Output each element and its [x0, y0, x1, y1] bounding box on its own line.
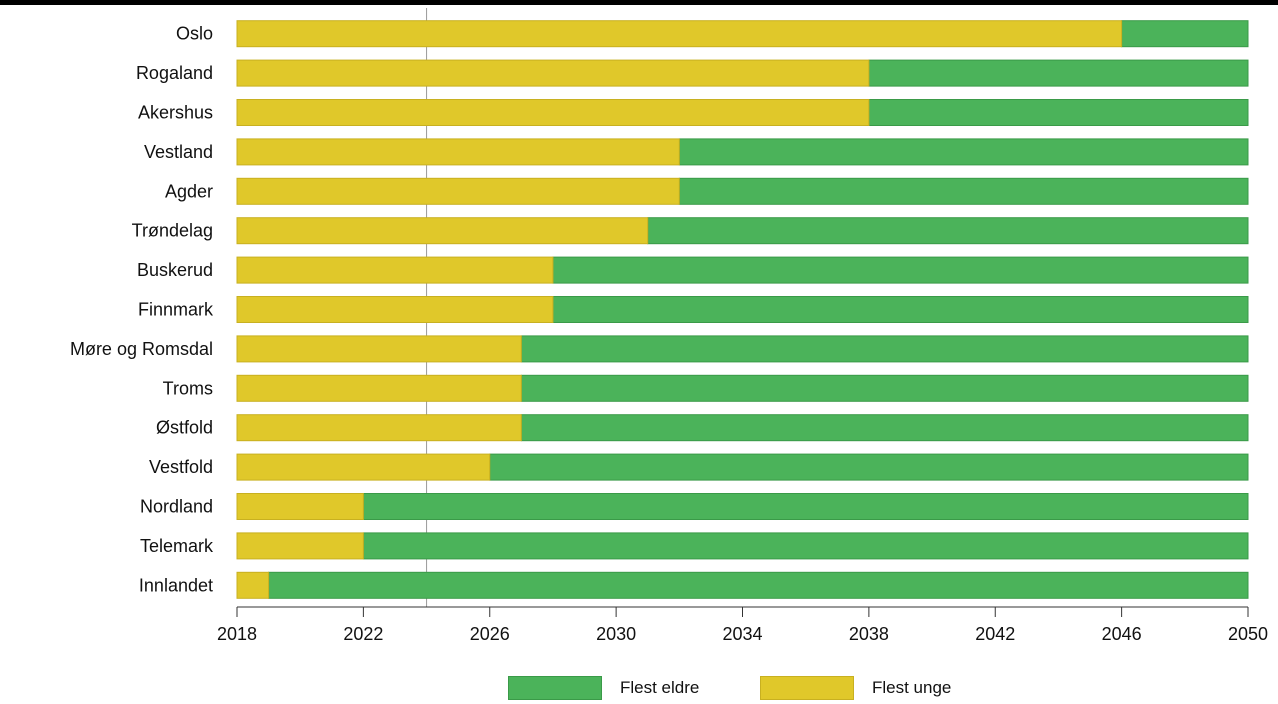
bar-flest-unge-nordland — [236, 493, 364, 520]
legend-swatch-flest-unge — [760, 676, 854, 700]
legend-swatch-flest-eldre — [508, 676, 602, 700]
bar-flest-unge-finnmark — [236, 296, 554, 323]
bar-flest-unge-agder — [236, 177, 680, 205]
bar-flest-unge-rogaland — [236, 59, 870, 87]
category-label-vestfold: Vestfold — [149, 457, 213, 477]
bar-flest-eldre-oslo — [1121, 20, 1249, 48]
bar-flest-unge-vestfold — [236, 453, 491, 481]
category-label-nordland: Nordland — [140, 497, 213, 517]
legend-item-flest-eldre: Flest eldre — [508, 676, 699, 700]
bar-flest-eldre-buskerud — [552, 256, 1249, 284]
category-label-østfold: Østfold — [156, 418, 213, 438]
x-tick-label-2030: 2030 — [596, 624, 636, 644]
bar-flest-unge-oslo — [236, 20, 1123, 48]
bar-flest-eldre-trøndelag — [647, 217, 1249, 245]
x-tick-label-2046: 2046 — [1102, 624, 1142, 644]
x-tick-label-2050: 2050 — [1228, 624, 1268, 644]
legend-label-flest-unge: Flest unge — [872, 678, 952, 697]
x-tick-label-2026: 2026 — [470, 624, 510, 644]
category-label-agder: Agder — [165, 181, 213, 201]
bar-flest-unge-telemark — [236, 532, 364, 560]
category-label-troms: Troms — [163, 378, 213, 398]
bar-flest-unge-buskerud — [236, 256, 554, 284]
category-label-finnmark: Finnmark — [138, 300, 214, 320]
category-label-trøndelag: Trøndelag — [132, 221, 213, 241]
category-label-møre-og-romsdal: Møre og Romsdal — [70, 339, 213, 359]
bar-flest-eldre-telemark — [362, 532, 1249, 560]
bar-flest-unge-innlandet — [236, 571, 270, 599]
bar-flest-eldre-nordland — [362, 493, 1249, 520]
bar-flest-unge-troms — [236, 374, 522, 402]
bar-flest-eldre-vestland — [678, 138, 1249, 166]
bar-flest-unge-trøndelag — [236, 217, 649, 245]
bar-flest-unge-møre-og-romsdal — [236, 335, 522, 363]
bar-flest-eldre-agder — [678, 177, 1249, 205]
legend-label-flest-eldre: Flest eldre — [620, 678, 700, 697]
bar-flest-unge-vestland — [236, 138, 680, 166]
bar-flest-eldre-akershus — [868, 99, 1249, 126]
bar-flest-unge-akershus — [236, 99, 870, 126]
legend-item-flest-unge: Flest unge — [760, 676, 951, 700]
category-label-vestland: Vestland — [144, 142, 213, 162]
category-label-telemark: Telemark — [140, 536, 214, 556]
bar-flest-eldre-rogaland — [868, 59, 1249, 87]
bar-flest-eldre-troms — [520, 374, 1249, 402]
legend: Flest eldre Flest unge — [0, 676, 1278, 704]
x-tick-label-2038: 2038 — [849, 624, 889, 644]
x-tick-label-2018: 2018 — [217, 624, 257, 644]
bar-flest-eldre-finnmark — [552, 296, 1249, 323]
bar-flest-eldre-vestfold — [489, 453, 1249, 481]
x-tick-label-2042: 2042 — [975, 624, 1015, 644]
category-label-innlandet: Innlandet — [139, 575, 213, 595]
bar-flest-eldre-innlandet — [268, 571, 1249, 599]
category-label-oslo: Oslo — [176, 24, 213, 44]
x-tick-label-2022: 2022 — [343, 624, 383, 644]
bar-flest-eldre-østfold — [520, 414, 1249, 442]
category-label-buskerud: Buskerud — [137, 260, 213, 280]
category-label-rogaland: Rogaland — [136, 63, 213, 83]
category-label-akershus: Akershus — [138, 103, 213, 123]
bar-flest-eldre-møre-og-romsdal — [520, 335, 1249, 363]
top-rule — [0, 0, 1278, 5]
stacked-bar-chart: Oslo Rogaland Akershus Vestland Agder Trøndel… — [70, 8, 1268, 644]
x-tick-label-2034: 2034 — [722, 624, 762, 644]
bar-flest-unge-østfold — [236, 414, 522, 442]
